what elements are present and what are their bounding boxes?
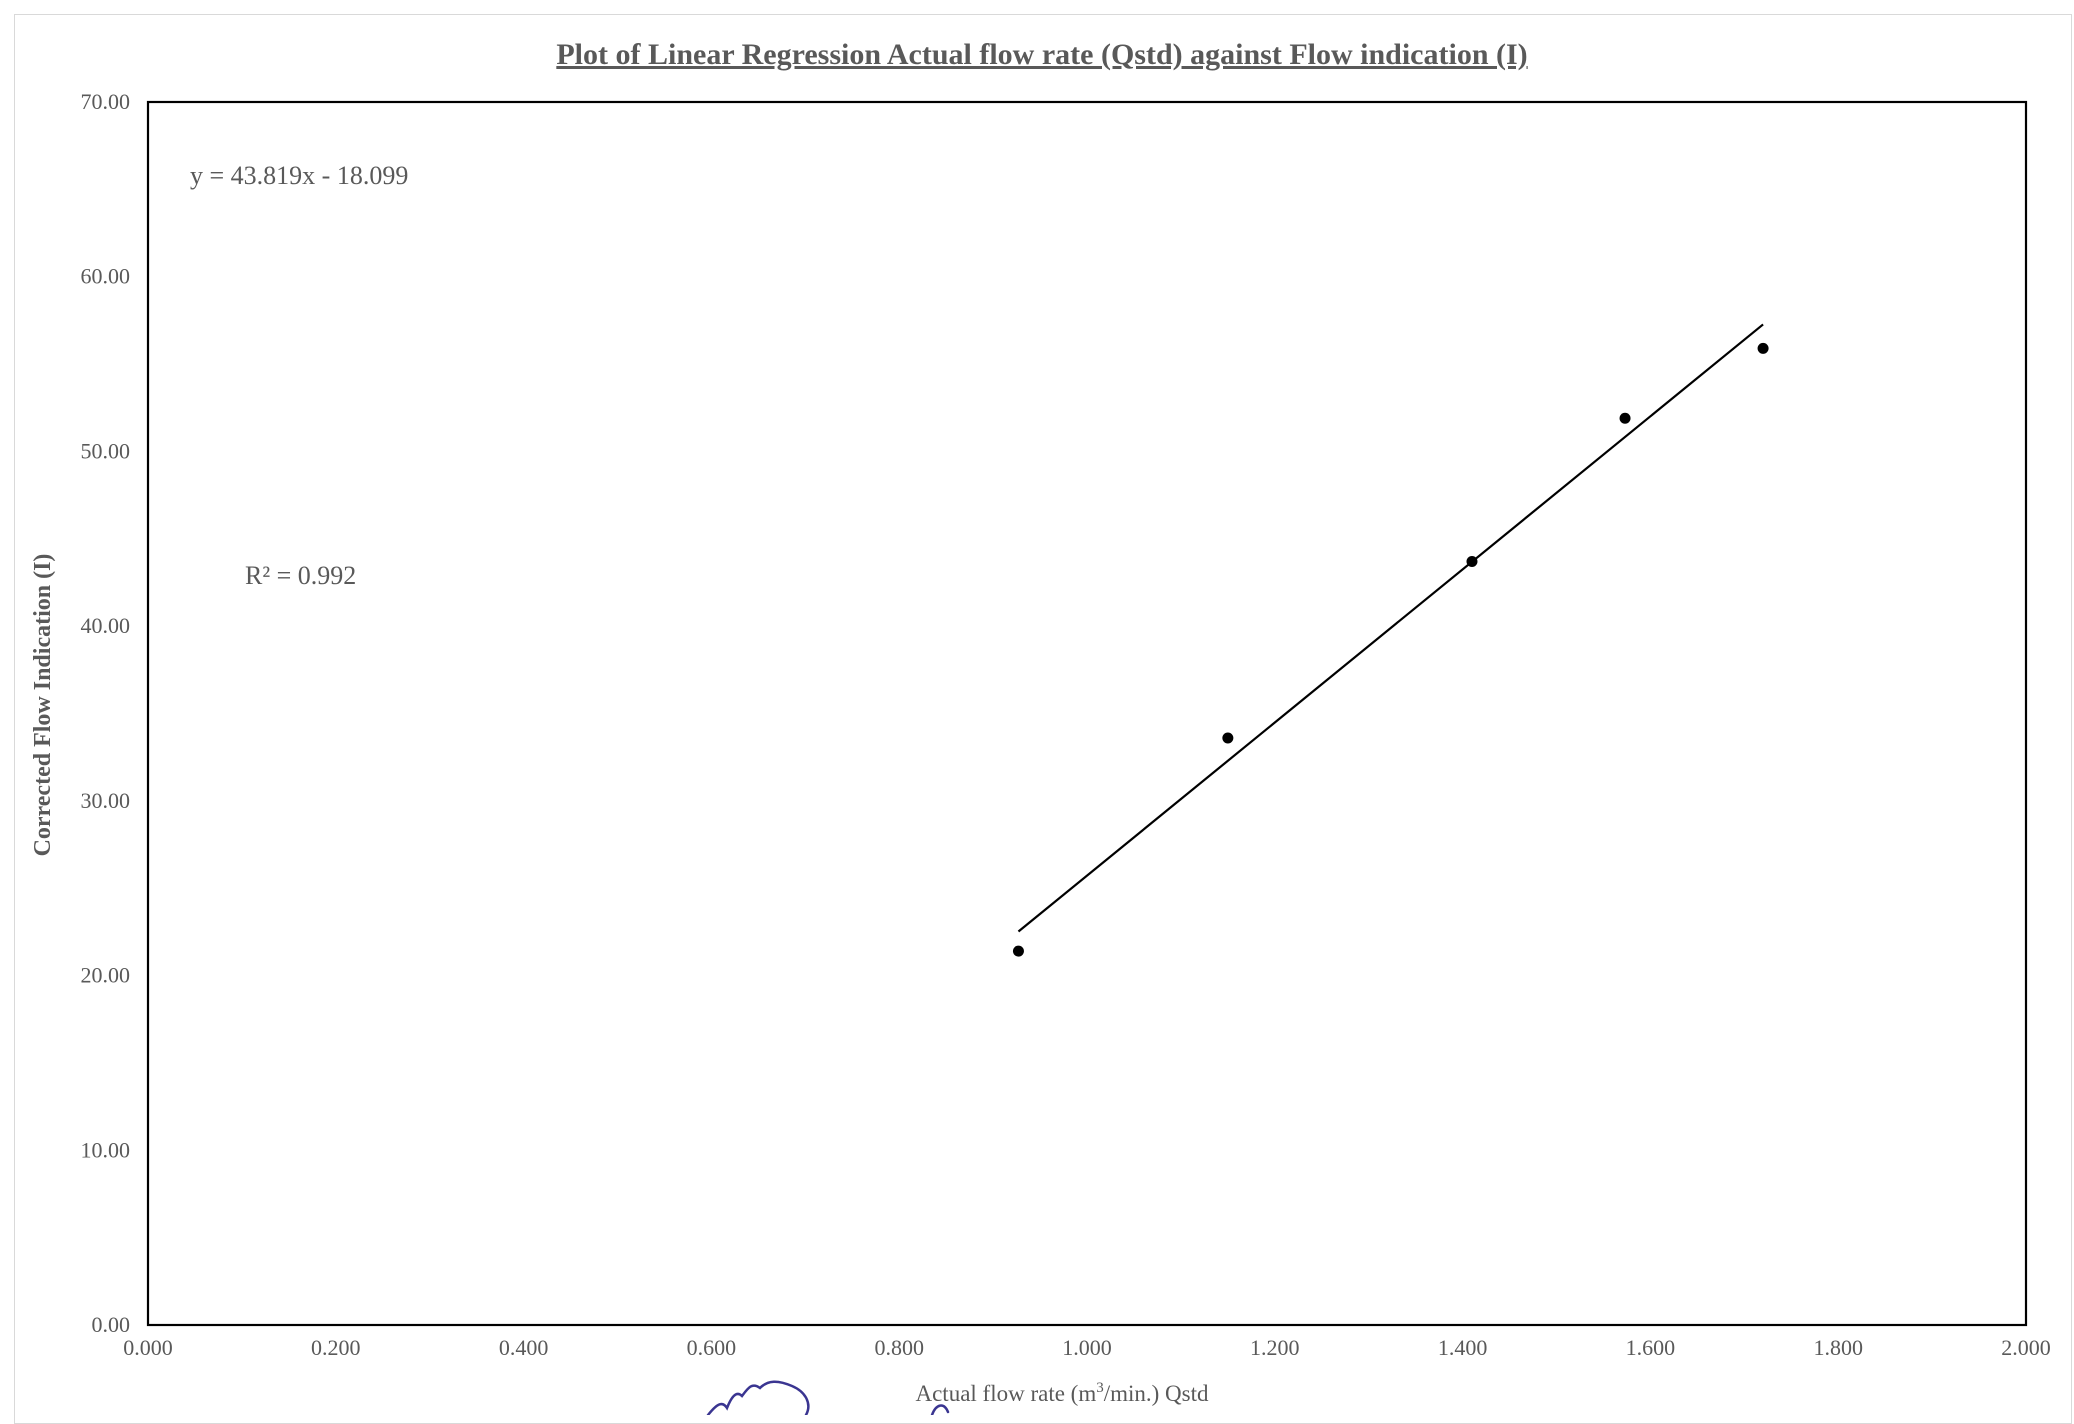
x-tick-label: 1.600: [1626, 1335, 1676, 1360]
x-tick-label: 0.600: [687, 1335, 737, 1360]
plot-area: [146, 100, 2028, 1327]
trendline-equation: y = 43.819x - 18.099: [190, 161, 408, 190]
x-tick-labels: 0.000 0.200 0.400 0.600 0.800 1.000 1.200 1.400…: [123, 1335, 2051, 1360]
x-axis-title-suffix: /min.) Qstd: [1104, 1381, 1209, 1406]
r-squared-label: R² = 0.992: [245, 561, 356, 590]
y-tick-label: 50.00: [81, 438, 131, 463]
x-tick-label: 0.200: [311, 1335, 361, 1360]
data-point-3: [1466, 555, 1478, 567]
data-point-1: [1012, 945, 1024, 957]
y-tick-label: 70.00: [81, 89, 131, 114]
x-tick-label: 1.000: [1062, 1335, 1112, 1360]
x-tick-label: 0.000: [123, 1335, 173, 1360]
y-tick-label: 0.00: [92, 1312, 131, 1337]
trendline: [1017, 323, 1764, 933]
y-tick-label: 60.00: [81, 264, 131, 289]
x-tick-label: 1.200: [1250, 1335, 1300, 1360]
x-axis-title-superscript: 3: [1096, 1380, 1104, 1396]
x-tick-label: 1.800: [1813, 1335, 1863, 1360]
data-point-2: [1222, 732, 1234, 744]
data-points: [1012, 342, 1769, 957]
y-tick-label: 30.00: [81, 788, 131, 813]
y-tick-label: 10.00: [81, 1137, 131, 1162]
signature-image: [706, 1380, 950, 1415]
x-tick-label: 0.800: [874, 1335, 924, 1360]
chart-title: Plot of Linear Regression Actual flow ra…: [556, 38, 1527, 71]
x-axis-title-prefix: Actual flow rate (m: [915, 1381, 1096, 1406]
y-tick-label: 40.00: [81, 613, 131, 638]
y-axis-title: Corrected Flow Indication (I): [30, 554, 56, 857]
x-tick-label: 1.400: [1438, 1335, 1488, 1360]
data-point-4: [1619, 412, 1631, 424]
y-tick-labels: 0.00 10.00 20.00 30.00 40.00 50.00 60.00 70.00: [81, 89, 131, 1337]
x-tick-label: 2.000: [2001, 1335, 2051, 1360]
x-tick-label: 0.400: [499, 1335, 549, 1360]
x-axis-title: Actual flow rate (m3/min.) Qstd: [915, 1380, 1209, 1406]
data-point-5: [1757, 342, 1769, 354]
y-tick-label: 20.00: [81, 963, 131, 988]
